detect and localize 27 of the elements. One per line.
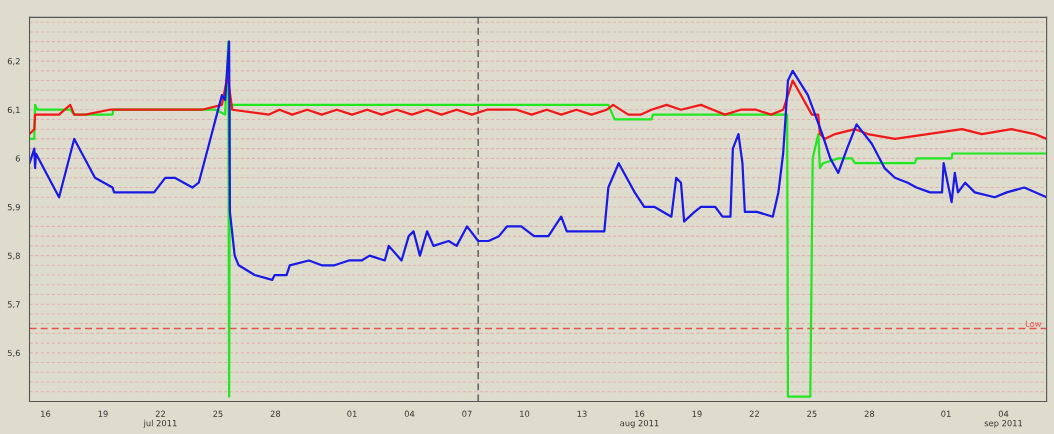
y-tick-label: 6,2 (7, 58, 20, 66)
line-series (29, 40, 1047, 398)
y-tick-label: 6 (15, 155, 20, 162)
x-tick-label: 01 (347, 410, 357, 417)
x-tick-label: 25 (807, 410, 817, 417)
x-tick-label: 28 (270, 410, 281, 417)
x-tick-label: 16 (41, 410, 51, 417)
x-tick-label: 10 (520, 410, 530, 417)
ref-line-label: Low (1025, 320, 1042, 327)
y-tick-label: 5,9 (7, 203, 20, 212)
y-tick-label: 6,1 (7, 106, 20, 114)
x-tick-label: 25 (213, 410, 223, 417)
line-series (29, 40, 1047, 282)
x-tick-label: 19 (692, 410, 702, 417)
x-tick-label: 04 (404, 410, 415, 417)
y-tick-label: 5,6 (7, 349, 20, 357)
x-tick-label: 22 jul 2011 (143, 410, 177, 428)
x-tick-label: 13 (577, 410, 587, 417)
x-tick-label: 01 (941, 410, 951, 417)
x-tick-label: 22 (749, 410, 759, 417)
x-tick-label: 04 sep 2011 (984, 410, 1023, 428)
x-tick-label: 19 (98, 410, 108, 417)
x-tick-label: 16 aug 2011 (620, 410, 659, 428)
x-tick-label: 28 (864, 410, 875, 417)
y-tick-label: 5,8 (7, 252, 20, 260)
y-tick-label: 5,7 (7, 301, 20, 309)
x-tick-label: 07 (462, 410, 472, 417)
